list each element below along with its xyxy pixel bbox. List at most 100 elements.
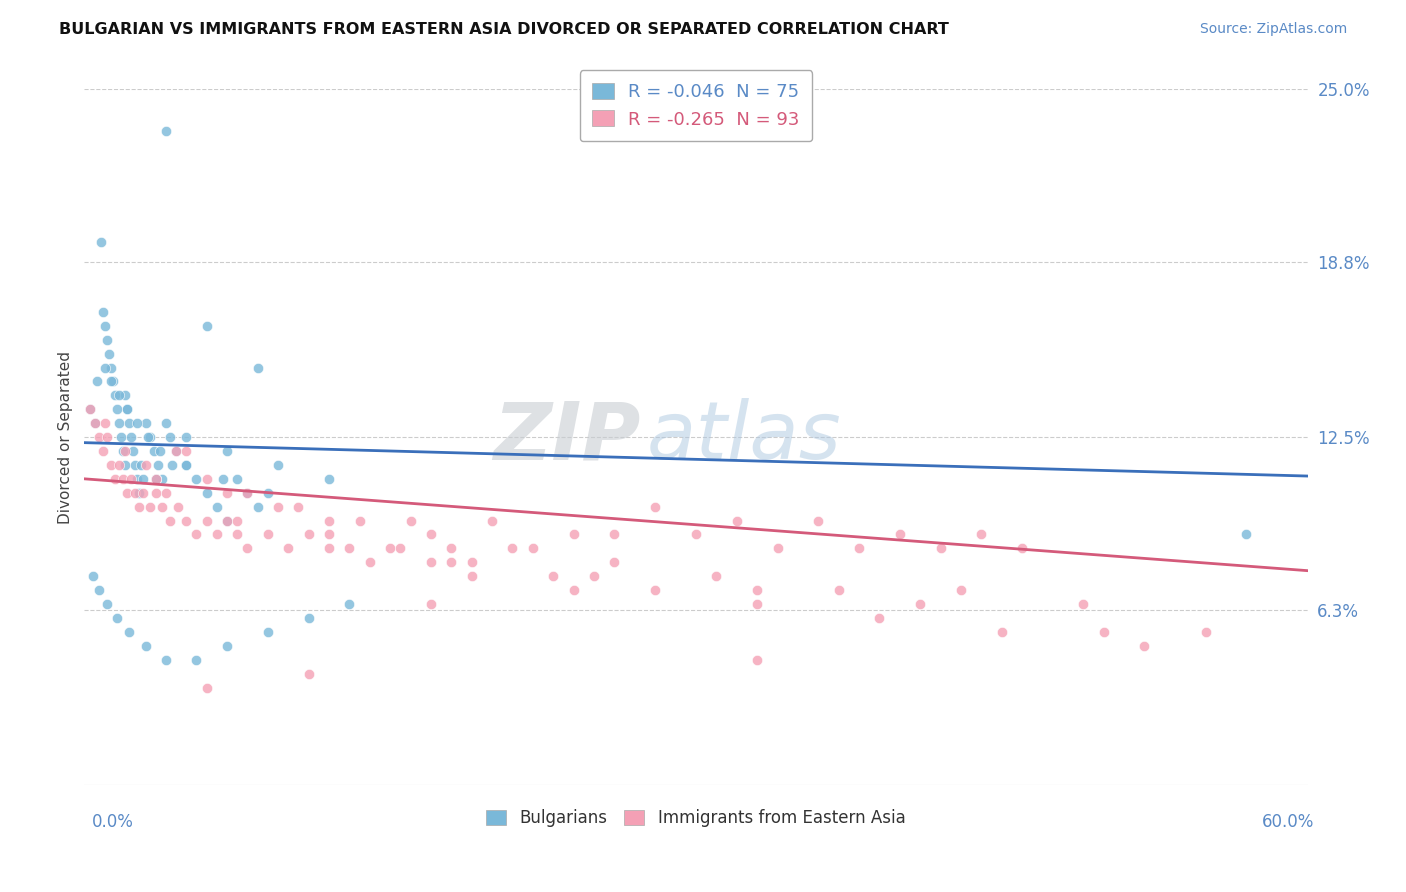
Point (145, 472, 167, 486)
Point (165, 444, 187, 458)
Point (132, 485, 155, 500)
Point (706, 569, 728, 583)
Point (149, 444, 172, 458)
Point (236, 541, 259, 556)
Point (212, 472, 235, 486)
Text: ZIP: ZIP (494, 398, 641, 476)
Point (138, 500, 160, 514)
Text: Source: ZipAtlas.com: Source: ZipAtlas.com (1199, 22, 1347, 37)
Point (186, 472, 208, 486)
Point (135, 458, 157, 472)
Point (167, 500, 190, 514)
Point (287, 500, 309, 514)
Point (115, 402, 138, 417)
Point (114, 388, 136, 402)
Point (217, 514, 239, 528)
Point (114, 444, 136, 458)
Point (82, 569, 104, 583)
Point (159, 430, 181, 444)
Text: atlas: atlas (647, 398, 842, 476)
Point (889, 527, 911, 541)
Point (747, 583, 769, 598)
Point (339, 597, 361, 611)
Point (267, 500, 290, 514)
Point (97, 346, 120, 360)
Point (603, 527, 626, 541)
Point (159, 514, 181, 528)
Point (910, 597, 932, 611)
Point (146, 458, 169, 472)
Point (970, 527, 993, 541)
Point (174, 458, 197, 472)
Point (277, 541, 299, 556)
Point (217, 444, 239, 458)
Point (105, 402, 128, 417)
Point (226, 472, 249, 486)
Point (991, 624, 1014, 639)
Point (91, 444, 114, 458)
Point (135, 416, 157, 430)
Point (195, 514, 218, 528)
Point (246, 360, 269, 375)
Point (1073, 597, 1095, 611)
Point (1133, 639, 1156, 653)
Point (150, 472, 173, 486)
Point (420, 527, 443, 541)
Point (205, 500, 228, 514)
Point (828, 583, 851, 598)
Point (318, 472, 340, 486)
Point (96, 597, 118, 611)
Point (104, 472, 127, 486)
Point (174, 444, 197, 458)
Point (440, 555, 463, 569)
Point (246, 500, 269, 514)
Point (205, 527, 228, 541)
Point (127, 472, 149, 486)
Point (86, 375, 108, 389)
Point (1092, 624, 1115, 639)
Point (87, 430, 110, 444)
Point (217, 514, 239, 528)
Point (155, 485, 177, 500)
Point (101, 375, 124, 389)
Point (93, 318, 115, 333)
Point (950, 583, 973, 598)
Point (124, 458, 146, 472)
Point (236, 485, 259, 500)
Point (112, 444, 135, 458)
Point (359, 555, 381, 569)
Point (298, 611, 321, 625)
Point (562, 527, 585, 541)
Point (644, 500, 666, 514)
Point (104, 388, 127, 402)
Point (257, 527, 280, 541)
Point (420, 597, 443, 611)
Point (174, 430, 197, 444)
Point (118, 624, 141, 639)
Point (502, 541, 524, 556)
Point (114, 458, 136, 472)
Point (195, 472, 218, 486)
Point (186, 527, 208, 541)
Point (128, 500, 150, 514)
Point (115, 485, 138, 500)
Point (96, 430, 118, 444)
Point (236, 485, 259, 500)
Point (112, 472, 135, 486)
Point (747, 597, 769, 611)
Point (318, 527, 340, 541)
Y-axis label: Divorced or Separated: Divorced or Separated (58, 351, 73, 524)
Point (90, 235, 112, 250)
Point (562, 583, 585, 598)
Point (349, 514, 371, 528)
Point (318, 541, 340, 556)
Point (108, 388, 131, 402)
Point (257, 624, 280, 639)
Point (79, 402, 101, 417)
Point (124, 485, 146, 500)
Point (929, 541, 952, 556)
Text: 60.0%: 60.0% (1263, 814, 1315, 831)
Point (87, 583, 110, 598)
Point (522, 541, 544, 556)
Point (481, 514, 503, 528)
